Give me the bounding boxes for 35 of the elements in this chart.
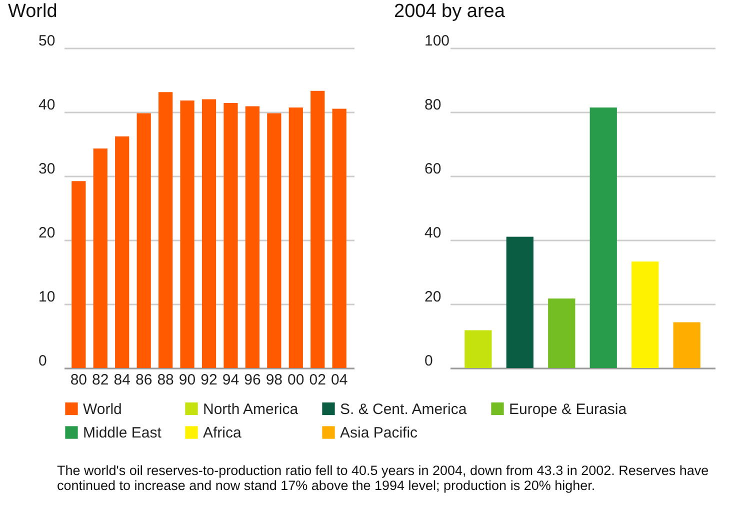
x-tick-label: 02 [309,372,326,388]
x-tick-label: 98 [266,372,283,388]
x-tick-label: 90 [178,372,196,388]
y-tick-label: 30 [38,160,56,178]
text: The world's oil reserves-to-production ratio fell to 40.5 years in 2004, down from 43.3 in 2002. Reserves have continued to increase and now stand 17% above the 1994 level; production is 20% higher. [57,463,710,493]
x-tick-label: 80 [70,372,88,388]
legend-label: Middle East [83,424,162,442]
y-tick-label: 100 [424,32,450,50]
y-tick-label: 60 [424,160,442,178]
y-tick-label: 20 [424,288,442,306]
chart-title: World [8,1,58,22]
x-tick-label: 86 [135,372,152,388]
y-tick-label: 0 [424,352,433,370]
x-tick-label: 88 [157,372,174,388]
x-tick-label: 00 [288,372,304,388]
legend-label: S. & Cent. America [340,400,468,418]
x-tick-label: 82 [92,372,109,388]
y-tick-label: 10 [38,288,56,306]
legend-label: Asia Pacific [340,424,418,442]
chart-title: 2004 by area [394,1,506,22]
y-tick-label: 80 [424,96,442,114]
x-tick-label: 92 [200,372,218,388]
y-tick-label: 40 [424,224,442,242]
x-tick-label: 96 [244,372,261,388]
legend-label: Africa [203,424,242,442]
legend-label: World [83,400,122,418]
x-tick-label: 04 [330,372,348,388]
legend-label: Europe & Eurasia [509,400,628,418]
y-tick-label: 0 [38,352,47,370]
x-tick-label: 94 [222,372,240,388]
y-tick-label: 20 [38,224,56,242]
y-tick-label: 40 [38,96,56,114]
y-tick-label: 50 [38,32,56,50]
legend-label: North America [203,400,299,418]
x-tick-label: 84 [114,372,130,388]
